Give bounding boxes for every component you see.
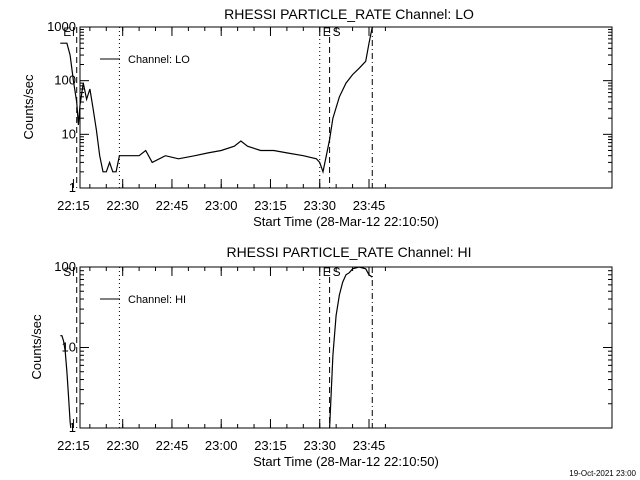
chart-2-xtick-label: 22:30 bbox=[106, 438, 139, 453]
chart-1-ytick-label: 1000 bbox=[47, 19, 76, 34]
chart-2-title: RHESSI PARTICLE_RATE Channel: HI bbox=[226, 244, 471, 260]
chart-1-marker-label: E bbox=[323, 25, 331, 39]
chart-2-marker-label: E bbox=[323, 265, 331, 279]
chart-2-xtick-label: 23:15 bbox=[254, 438, 287, 453]
chart-2-xtick-label: 23:00 bbox=[205, 438, 238, 453]
chart-1-marker-label: E bbox=[63, 25, 71, 39]
chart-1-xlabel: Start Time (28-Mar-12 22:10:50) bbox=[253, 214, 439, 229]
chart-1-series-line-1 bbox=[60, 26, 373, 175]
chart-2-ylabel: Counts/sec bbox=[29, 314, 44, 380]
chart-2-xtick-label: 22:15 bbox=[57, 438, 90, 453]
chart-1-xtick-label: 23:30 bbox=[303, 198, 336, 213]
chart-2-xlabel: Start Time (28-Mar-12 22:10:50) bbox=[253, 454, 439, 469]
chart-2-xtick-label: 23:30 bbox=[303, 438, 336, 453]
chart-1-ytick-label: 100 bbox=[54, 73, 76, 88]
chart-2-marker-label: S bbox=[63, 265, 71, 279]
chart-2-series-line-1 bbox=[60, 335, 72, 429]
chart-1-xtick-label: 23:45 bbox=[353, 198, 386, 213]
chart-1-ytick-label: 10 bbox=[62, 126, 76, 141]
chart-1-xtick-label: 22:15 bbox=[57, 198, 90, 213]
chart-1-ytick-label: 1 bbox=[69, 180, 76, 195]
chart-1-xtick-label: 23:15 bbox=[254, 198, 287, 213]
chart-2-xtick-label: 23:45 bbox=[353, 438, 386, 453]
chart-2-xtick-label: 22:45 bbox=[156, 438, 189, 453]
chart-1-marker-label: S bbox=[333, 25, 341, 39]
chart-2-legend-label: Channel: HI bbox=[128, 294, 186, 306]
chart-1-xtick-label: 22:30 bbox=[106, 198, 139, 213]
chart-1-title: RHESSI PARTICLE_RATE Channel: LO bbox=[224, 6, 474, 22]
chart-2-series-line-2 bbox=[329, 266, 373, 429]
chart-2-marker-label: S bbox=[333, 265, 341, 279]
chart-2-ytick-label: 100 bbox=[54, 259, 76, 274]
chart-1-ylabel: Counts/sec bbox=[21, 74, 36, 140]
chart-1-xtick-label: 23:00 bbox=[205, 198, 238, 213]
chart-1-xtick-label: 22:45 bbox=[156, 198, 189, 213]
footer-date: 19-Oct-2021 23:00 bbox=[569, 469, 636, 478]
chart-1-legend-label: Channel: LO bbox=[128, 54, 190, 66]
chart-2-ytick-label: 1 bbox=[69, 420, 76, 435]
